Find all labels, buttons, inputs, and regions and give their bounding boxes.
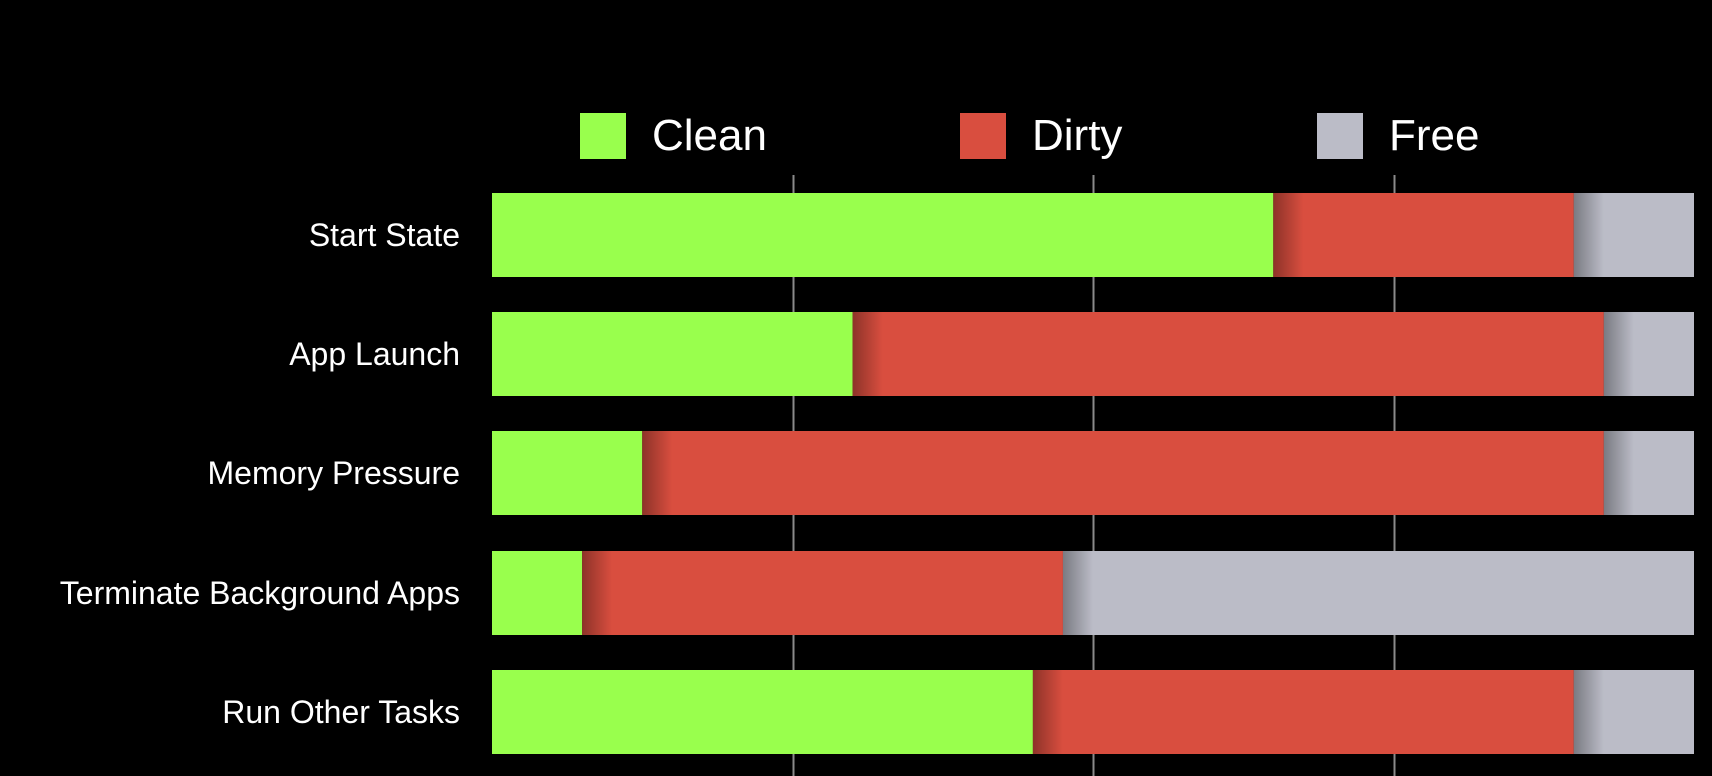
bar-seam-shade xyxy=(642,431,673,515)
legend-swatch-clean xyxy=(580,113,626,159)
category-label-start-state: Start State xyxy=(309,217,460,253)
bar-start-state-clean xyxy=(492,193,1274,277)
bar-seam-shade xyxy=(1603,312,1634,396)
legend-label-clean: Clean xyxy=(652,111,767,160)
bar-memory-pressure-dirty xyxy=(642,431,1604,515)
bar-run-other-tasks-clean xyxy=(492,670,1033,754)
category-label-run-other-tasks: Run Other Tasks xyxy=(222,694,460,730)
bar-terminate-background-apps-free xyxy=(1062,551,1694,635)
bar-start-state-dirty xyxy=(1273,193,1574,277)
category-labels: Start State App Launch Memory Pressure Term… xyxy=(60,217,460,730)
legend-label-free: Free xyxy=(1389,111,1480,160)
bar-seam-shade xyxy=(1032,670,1063,754)
bar-seam-shade xyxy=(582,551,613,635)
bar-seam-shade xyxy=(1573,193,1604,277)
legend: Clean Dirty Free xyxy=(580,110,1680,162)
bar-terminate-background-apps-dirty xyxy=(582,551,1063,635)
bar-seam-shade xyxy=(1062,551,1093,635)
bar-run-other-tasks-dirty xyxy=(1032,670,1574,754)
legend-item-dirty: Dirty xyxy=(960,110,1122,162)
legend-swatch-free xyxy=(1317,113,1363,159)
category-label-memory-pressure: Memory Pressure xyxy=(208,455,461,491)
legend-swatch-dirty xyxy=(960,113,1006,159)
bar-app-launch-dirty xyxy=(852,312,1604,396)
bar-seam-shade xyxy=(1603,431,1634,515)
legend-item-free: Free xyxy=(1317,110,1479,162)
bar-seam-shade xyxy=(1573,670,1604,754)
bar-memory-pressure-clean xyxy=(492,431,643,515)
bars xyxy=(492,193,1694,754)
category-label-terminate-background-apps: Terminate Background Apps xyxy=(60,575,460,611)
category-label-app-launch: App Launch xyxy=(289,336,460,372)
bar-app-launch-clean xyxy=(492,312,853,396)
bar-seam-shade xyxy=(1273,193,1304,277)
bar-terminate-background-apps-clean xyxy=(492,551,583,635)
legend-label-dirty: Dirty xyxy=(1032,111,1123,160)
legend-item-clean: Clean xyxy=(580,110,767,162)
bar-seam-shade xyxy=(852,312,883,396)
